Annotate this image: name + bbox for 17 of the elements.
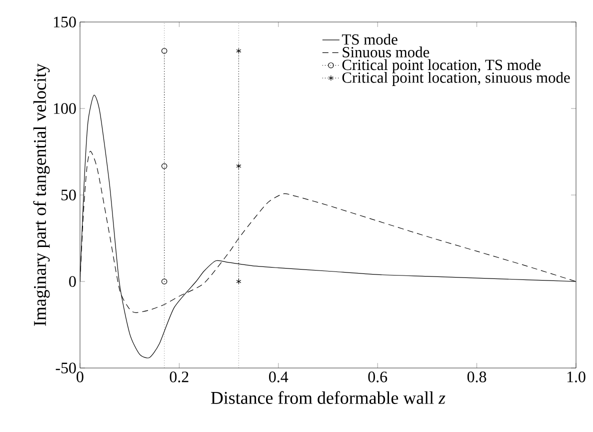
x-axis-title: Distance from deformable wall z — [211, 391, 446, 404]
y-tick-label: 100 — [54, 103, 76, 114]
x-tick-label: 0 — [76, 372, 84, 382]
legend-label: TS mode — [342, 34, 398, 45]
y-tick-label: 50 — [61, 190, 76, 200]
y-tick-label: 150 — [54, 16, 76, 28]
x-tick-label: 0.2 — [170, 372, 188, 382]
x-tick-label: 0.4 — [269, 372, 288, 382]
legend-label: Critical point location, sinuous mode — [342, 72, 570, 86]
y-tick-label: 0 — [69, 276, 76, 287]
x-tick-label: 1.0 — [567, 372, 586, 382]
y-axis-title: Imaginary part of tangential velocity — [33, 64, 50, 326]
y-tick-label: -50 — [56, 362, 76, 374]
x-tick-label: 0.6 — [368, 372, 388, 382]
legend-label: Sinuous mode — [342, 46, 430, 58]
legend-label: Critical point location, TS mode — [342, 59, 541, 74]
x-tick-label: 0.8 — [467, 372, 486, 382]
